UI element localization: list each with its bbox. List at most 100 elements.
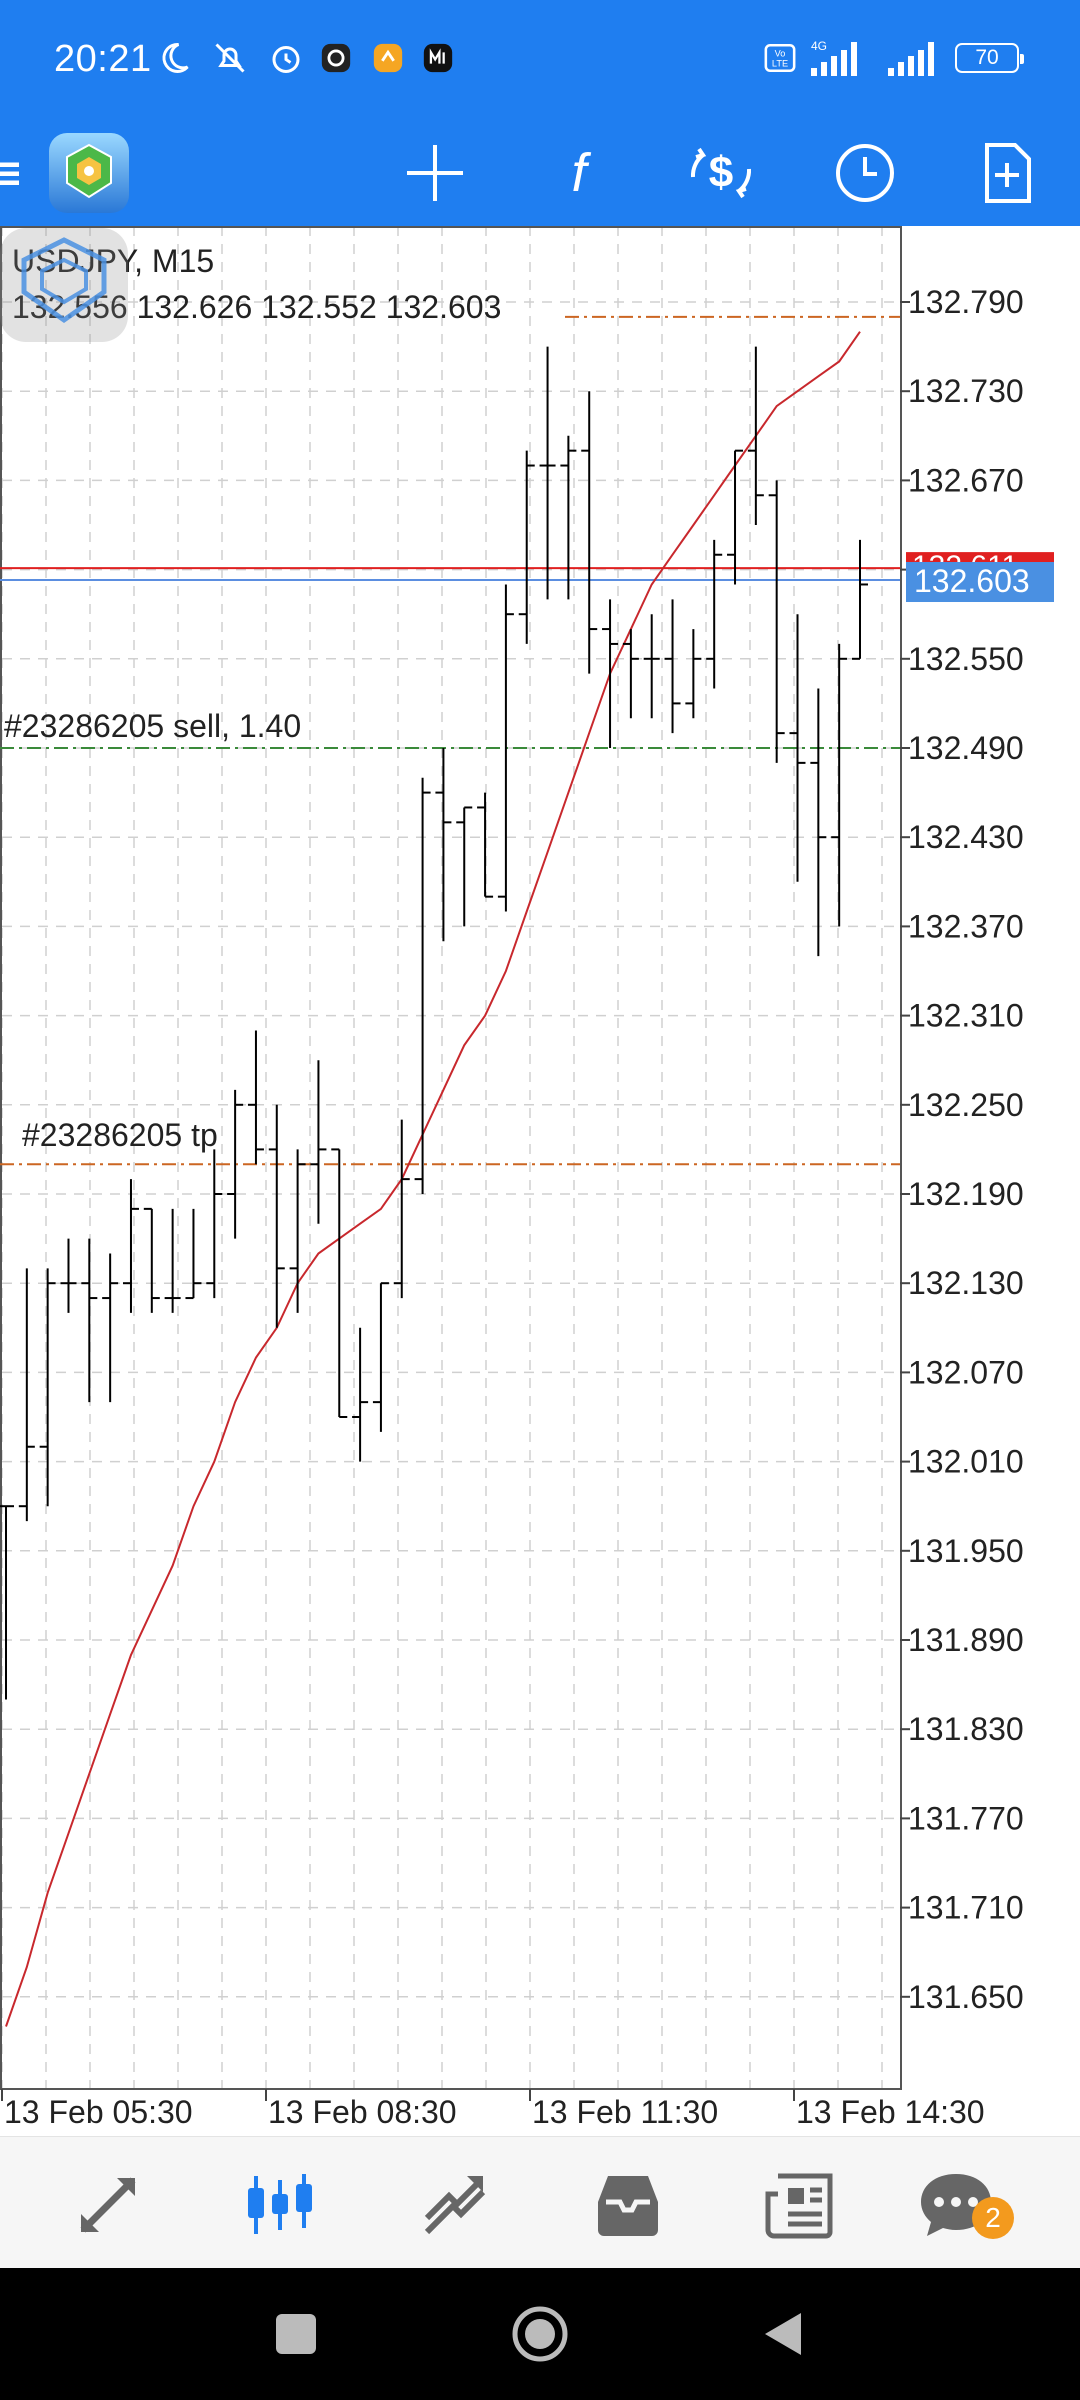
ohlc-bar (727, 449, 744, 585)
volte-icon: Vo LTE (762, 36, 798, 80)
price-tick-label: 131.710 (908, 1890, 1024, 1926)
ohlc-bar (581, 391, 598, 674)
price-tick-label: 132.790 (908, 284, 1024, 320)
plot-frame (0, 226, 902, 2090)
chart-area[interactable]: 132.790132.730132.670132.610132.550132.4… (0, 226, 1080, 2136)
price-tick-label: 132.550 (908, 641, 1024, 677)
svg-text:f: f (571, 143, 591, 203)
price-tick-label: 132.070 (908, 1354, 1024, 1390)
sell-order-label: #23286205 sell, 1.40 (4, 708, 301, 744)
add-object-icon[interactable] (962, 128, 1052, 218)
time-label: 13 Feb 14:30 (796, 2094, 985, 2130)
svg-text:Vo: Vo (775, 49, 786, 59)
ohlc-bar (852, 539, 868, 660)
signal-icon (884, 36, 940, 80)
price-tick-label: 132.670 (908, 462, 1024, 498)
back-button[interactable] (752, 2304, 812, 2364)
price-tick-label: 132.490 (908, 730, 1024, 766)
time-axis: 13 Feb 05:30 13 Feb 08:30 13 Feb 11:30 13 F… (1, 2089, 985, 2130)
menu-icon[interactable] (0, 128, 40, 218)
ohlc-bar (310, 1060, 327, 1224)
ohlc-bar (664, 599, 681, 734)
moving-average-line (5, 331, 861, 2027)
quotes-icon[interactable] (58, 2165, 158, 2245)
price-tick-label: 131.650 (908, 1979, 1024, 2015)
ohlc-bar (185, 1208, 202, 1300)
svg-text:LTE: LTE (772, 59, 788, 69)
price-tick-label: 132.310 (908, 998, 1024, 1034)
ohlc-bar (331, 1148, 348, 1418)
chart-icon[interactable] (230, 2165, 330, 2245)
time-label: 13 Feb 08:30 (268, 2094, 457, 2130)
network-label: 4G (811, 39, 827, 53)
crosshair-icon[interactable] (390, 128, 480, 218)
trade-icon[interactable] (404, 2165, 504, 2245)
system-navigation-bar (0, 2268, 1080, 2400)
price-tick-label: 131.890 (908, 1622, 1024, 1658)
price-chart[interactable]: 132.790132.730132.670132.610132.550132.4… (0, 226, 1080, 2136)
app-icon (418, 36, 458, 80)
price-tick-label: 132.010 (908, 1444, 1024, 1480)
moving-average-layer (5, 331, 861, 2027)
price-tick-label: 132.130 (908, 1265, 1024, 1301)
price-tick-label: 132.370 (908, 908, 1024, 944)
ohlc-bar (789, 614, 806, 882)
price-tick-label: 132.190 (908, 1176, 1024, 1212)
ohlc-bar (539, 346, 556, 600)
ohlc-bar (0, 1505, 14, 1700)
ohlc-bar (268, 1104, 285, 1328)
price-tick-label: 132.250 (908, 1087, 1024, 1123)
ohlc-bar (227, 1089, 244, 1239)
price-tick-label: 131.950 (908, 1533, 1024, 1569)
ohlc-bar (477, 792, 494, 898)
function-icon[interactable]: f (534, 128, 624, 218)
messages-badge: 2 (972, 2197, 1014, 2239)
ohlc-bar (206, 1149, 223, 1299)
ohlc-bar (456, 806, 473, 927)
ohlc-bar (602, 599, 619, 748)
alarm-icon (264, 36, 308, 80)
ohlc-bar (60, 1238, 77, 1313)
price-tick-label: 132.730 (908, 373, 1024, 409)
news-icon[interactable] (750, 2165, 850, 2245)
time-label: 13 Feb 11:30 (532, 2094, 718, 2130)
current-price-label: 132.603 (914, 563, 1030, 599)
ohlc-bar (768, 480, 785, 763)
battery-icon: 70 (950, 36, 1024, 80)
ohlc-bar (164, 1208, 181, 1313)
price-tick-label: 131.770 (908, 1800, 1024, 1836)
price-tick-label: 132.430 (908, 819, 1024, 855)
ohlc-values: 132.556 132.626 132.552 132.603 (12, 289, 501, 325)
home-button[interactable] (510, 2304, 570, 2364)
tp-label: #23286205 tp (22, 1117, 218, 1153)
ohlc-bar (810, 688, 827, 957)
ohlc-bar (393, 1119, 410, 1299)
ohlc-bars (0, 346, 868, 1700)
one-click-trading-icon[interactable] (0, 228, 128, 342)
app-logo-icon[interactable] (44, 128, 134, 218)
chart-grid (1, 226, 900, 2089)
ohlc-bar (289, 1149, 306, 1313)
app-icon (316, 36, 356, 80)
ohlc-bar (18, 1268, 35, 1522)
time-label: 13 Feb 05:30 (4, 2094, 193, 2130)
trade-icon[interactable]: $ (676, 128, 766, 218)
status-time: 20:21 (54, 38, 152, 80)
price-axis: 132.790132.730132.670132.610132.550132.4… (900, 284, 1054, 2015)
ohlc-bar (81, 1238, 98, 1403)
chart-lines (0, 315, 900, 1166)
recents-button[interactable] (266, 2304, 326, 2364)
ohlc-bar (747, 346, 764, 525)
signal-icon: 4G (806, 36, 876, 80)
ohlc-bar (622, 629, 639, 719)
ohlc-bar (643, 614, 660, 719)
ohlc-bar (102, 1253, 119, 1403)
ohlc-bar (560, 435, 577, 600)
ohlc-bar (706, 539, 723, 689)
history-icon[interactable] (578, 2165, 678, 2245)
bottom-navigation (0, 2136, 1080, 2269)
ohlc-bar (685, 629, 702, 719)
ohlc-bar (435, 748, 452, 942)
toolbar: f $ (0, 118, 1080, 228)
timeframe-clock-icon[interactable] (820, 128, 910, 218)
